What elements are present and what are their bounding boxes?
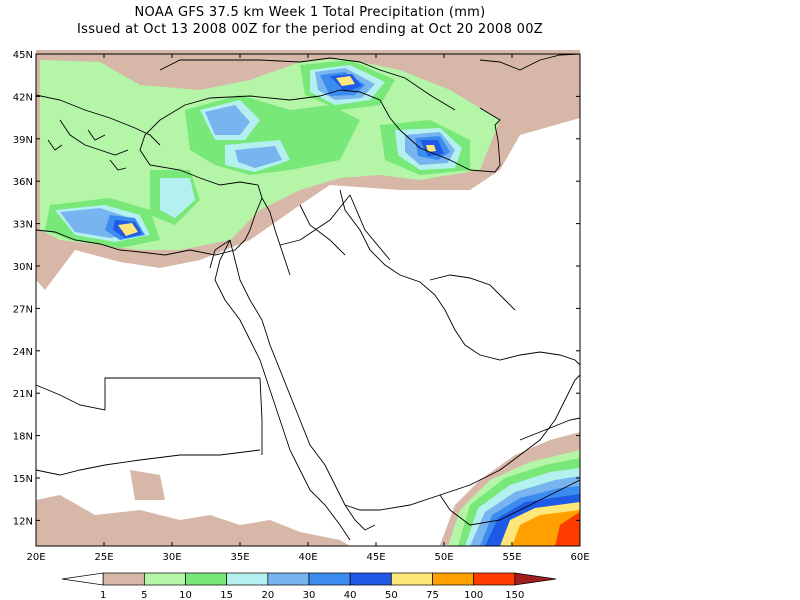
legend-value-label: 100 — [464, 590, 483, 600]
legend-value-label: 20 — [261, 590, 274, 600]
lon-label: 40E — [298, 552, 317, 563]
map-subtitle: Issued at Oct 13 2008 00Z for the period… — [77, 22, 543, 37]
lat-label: 39N — [13, 135, 33, 146]
legend-value-label: 1 — [100, 590, 106, 600]
lat-label: 45N — [13, 50, 33, 61]
legend-swatch — [185, 572, 228, 586]
legend-swatch — [143, 572, 186, 586]
legend-value-label: 15 — [220, 590, 233, 600]
lon-label: 55E — [502, 552, 521, 563]
lon-label: 30E — [162, 552, 181, 563]
lon-label: 25E — [94, 552, 113, 563]
lat-label: 30N — [13, 262, 33, 273]
legend-swatch — [61, 572, 104, 586]
lat-label: 18N — [13, 432, 33, 443]
lat-label: 12N — [13, 516, 33, 527]
lat-label: 21N — [13, 389, 33, 400]
legend-swatch — [432, 572, 475, 586]
legend-swatch — [390, 572, 433, 586]
legend-swatch — [349, 572, 392, 586]
lon-label: 50E — [434, 552, 453, 563]
lat-label: 36N — [13, 177, 33, 188]
legend-value-label: 5 — [141, 590, 147, 600]
lat-label: 27N — [13, 304, 33, 315]
legend-value-label: 30 — [303, 590, 316, 600]
legend-value-label: 40 — [344, 590, 357, 600]
precip-shading — [36, 50, 580, 546]
coastlines-borders — [35, 53, 581, 541]
longitude-axis: 20E 25E 30E 35E 40E 45E 50E 55E 60E — [26, 54, 590, 563]
legend-swatch — [473, 572, 516, 586]
lon-label: 60E — [570, 552, 589, 563]
lat-label: 42N — [13, 92, 33, 103]
lat-label: 15N — [13, 474, 33, 485]
legend-value-label: 50 — [385, 590, 398, 600]
legend-value-label: 150 — [505, 590, 524, 600]
legend-swatch — [514, 572, 557, 586]
lat-label: 33N — [13, 220, 33, 231]
lon-label: 20E — [26, 552, 45, 563]
lon-label: 35E — [230, 552, 249, 563]
legend-swatch — [308, 572, 351, 586]
color-legend: 1 5 10 15 20 30 40 50 75 100 150 — [61, 572, 557, 600]
legend-value-label: 10 — [179, 590, 192, 600]
legend-value-label: 75 — [426, 590, 439, 600]
legend-swatch — [267, 572, 310, 586]
lat-label: 24N — [13, 347, 33, 358]
legend-swatch — [102, 572, 145, 586]
legend-swatch — [226, 572, 269, 586]
lon-label: 45E — [366, 552, 385, 563]
map-title: NOAA GFS 37.5 km Week 1 Total Precipitat… — [134, 5, 486, 20]
latitude-axis: 45N 42N 39N 36N 33N 30N 27N 24N 21N 18N 15N 12N — [13, 50, 580, 527]
